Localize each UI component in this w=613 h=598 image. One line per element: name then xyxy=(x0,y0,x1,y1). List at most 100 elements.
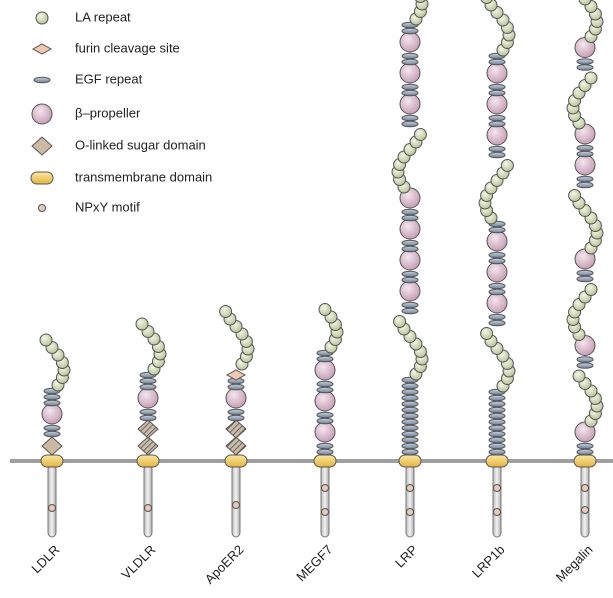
beta-propeller xyxy=(487,262,507,282)
receptor-label: LRP1b xyxy=(469,542,508,581)
la-repeat xyxy=(319,304,331,316)
npxy-motif xyxy=(582,485,589,492)
legend-label: O-linked sugar domain xyxy=(75,137,206,152)
egf-repeat xyxy=(317,418,333,424)
egf-repeat xyxy=(402,271,418,277)
egf-repeat xyxy=(228,384,244,390)
egf-repeat xyxy=(402,395,418,401)
receptor: ApoER2 xyxy=(202,306,254,587)
egf-repeat xyxy=(402,53,418,59)
egf-repeat xyxy=(402,389,418,395)
receptor: LRP1b xyxy=(469,0,515,581)
egf-repeat xyxy=(489,407,505,413)
transmembrane xyxy=(137,455,159,467)
npxy-motif xyxy=(322,509,329,516)
egf-repeat xyxy=(140,378,156,384)
receptor-label: LDLR xyxy=(28,542,62,576)
egf-repeat xyxy=(489,401,505,407)
egf-repeat xyxy=(489,152,505,158)
egf-repeat xyxy=(402,246,418,252)
la-repeat xyxy=(394,316,406,328)
furin-site xyxy=(33,44,51,54)
beta-propeller xyxy=(315,391,335,411)
la-repeat xyxy=(136,318,148,330)
egf-repeat xyxy=(489,283,505,289)
egf-repeat xyxy=(489,59,505,65)
egf-repeat xyxy=(402,209,418,215)
npxy-motif xyxy=(39,205,46,212)
egf-repeat xyxy=(489,431,505,437)
egf-repeat xyxy=(140,415,156,421)
la-repeat xyxy=(585,72,597,84)
egf-repeat xyxy=(402,84,418,90)
transmembrane xyxy=(41,455,63,467)
cytoplasmic-tail xyxy=(144,465,152,537)
beta-propeller xyxy=(575,155,595,175)
la-repeat xyxy=(573,370,585,382)
npxy-motif xyxy=(494,485,501,492)
egf-repeat xyxy=(489,252,505,258)
egf-repeat xyxy=(402,383,418,389)
egf-repeat xyxy=(577,65,593,71)
receptor-label: Megalin xyxy=(553,542,596,585)
egf-repeat xyxy=(489,437,505,443)
egf-repeat xyxy=(489,227,505,233)
npxy-motif xyxy=(233,502,240,509)
egf-repeat xyxy=(402,302,418,308)
legend-label: NPxY motif xyxy=(75,199,140,214)
egf-repeat xyxy=(489,314,505,320)
egf-repeat xyxy=(402,28,418,34)
legend-label: transmembrane domain xyxy=(75,169,212,184)
beta-propeller xyxy=(487,125,507,145)
beta-propeller xyxy=(487,293,507,313)
egf-repeat xyxy=(140,384,156,390)
receptor-label: LRP xyxy=(392,542,420,570)
egf-repeat xyxy=(577,151,593,157)
egf-repeat xyxy=(402,115,418,121)
receptor-label: VLDLR xyxy=(118,542,158,582)
cytoplasmic-tail xyxy=(493,465,501,537)
receptor: Megalin xyxy=(553,0,603,585)
egf-repeat xyxy=(402,449,418,455)
egf-repeat xyxy=(228,409,244,415)
o-linked-domain xyxy=(226,437,246,455)
egf-repeat xyxy=(402,308,418,314)
la-repeat xyxy=(220,306,232,318)
cytoplasmic-tail xyxy=(48,465,56,537)
diagram: LA repeatfurin cleavage siteEGF repeatβ–… xyxy=(0,0,613,598)
egf-repeat xyxy=(489,146,505,152)
egf-repeat xyxy=(402,59,418,65)
egf-repeat xyxy=(577,449,593,455)
cytoplasmic-tail xyxy=(406,465,414,537)
egf-repeat xyxy=(402,443,418,449)
egf-repeat xyxy=(489,320,505,326)
o-linked-domain xyxy=(32,137,52,155)
la-repeat xyxy=(585,284,597,296)
receptor-label: ApoER2 xyxy=(202,542,247,587)
receptor: VLDLR xyxy=(118,318,166,582)
receptor: LDLR xyxy=(28,334,70,576)
egf-repeat xyxy=(44,431,60,437)
egf-repeat xyxy=(402,419,418,425)
npxy-motif xyxy=(407,509,414,516)
npxy-motif xyxy=(582,507,589,514)
egf-repeat xyxy=(317,381,333,387)
o-linked-domain xyxy=(138,420,158,438)
beta-propeller xyxy=(400,32,420,52)
egf-repeat xyxy=(577,276,593,282)
transmembrane xyxy=(225,455,247,467)
egf-repeat xyxy=(402,121,418,127)
egf-repeat xyxy=(317,412,333,418)
beta-propeller xyxy=(400,63,420,83)
egf-repeat xyxy=(489,425,505,431)
egf-repeat xyxy=(489,395,505,401)
egf-repeat xyxy=(489,121,505,127)
egf-repeat xyxy=(489,115,505,121)
egf-repeat xyxy=(489,289,505,295)
receptor: LRP xyxy=(392,0,428,570)
cytoplasmic-tail xyxy=(321,465,329,537)
beta-propeller xyxy=(138,388,158,408)
egf-repeat xyxy=(402,240,418,246)
legend-label: LA repeat xyxy=(75,9,131,24)
